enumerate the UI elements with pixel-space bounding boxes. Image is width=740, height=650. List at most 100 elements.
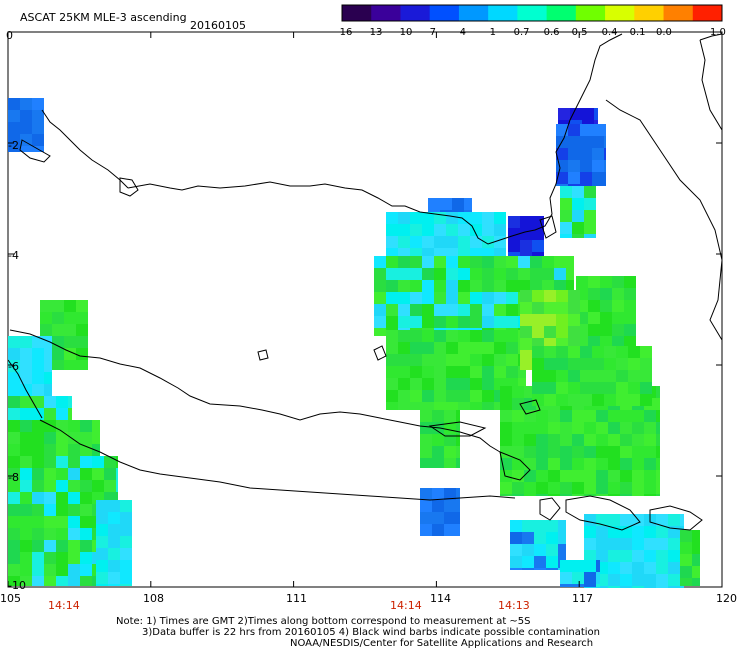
center-swath-cell bbox=[398, 402, 410, 410]
east-swath-cell bbox=[572, 222, 584, 234]
sumbawa-island bbox=[565, 495, 641, 531]
center-swath-cell bbox=[644, 434, 656, 446]
south-swath-cell bbox=[644, 586, 656, 588]
center-swath-cell bbox=[554, 256, 566, 268]
center-swath-cell bbox=[628, 382, 640, 394]
center-swath-cell bbox=[374, 304, 386, 316]
center-swath-cell bbox=[508, 240, 520, 252]
south-swath-cell bbox=[692, 578, 700, 586]
center-swath-cell bbox=[600, 312, 612, 324]
left-swath-cell bbox=[44, 348, 52, 360]
center-swath-cell bbox=[520, 240, 532, 252]
center-swath-cell bbox=[612, 336, 624, 346]
lat-tick-label: -4 bbox=[8, 249, 19, 262]
left-swath-cell bbox=[20, 420, 32, 432]
left-swath-cell bbox=[8, 360, 20, 372]
center-swath-cell bbox=[544, 290, 556, 302]
left-swath-cell bbox=[44, 456, 56, 468]
left-swath-cell bbox=[20, 408, 32, 420]
left-swath-cell bbox=[32, 456, 44, 468]
center-swath-cell bbox=[620, 422, 632, 434]
left-swath-cell bbox=[56, 504, 68, 516]
center-swath-cell bbox=[640, 346, 652, 358]
center-swath-cell bbox=[560, 410, 572, 422]
south-swath-cell bbox=[534, 568, 546, 570]
south-swath-cell bbox=[546, 568, 558, 570]
center-swath-cell bbox=[482, 366, 494, 378]
center-swath-cell bbox=[458, 256, 470, 268]
center-swath-cell bbox=[600, 324, 612, 336]
east-swath-cell bbox=[584, 222, 596, 234]
left-swath-cell bbox=[120, 536, 132, 548]
center-swath-cell bbox=[624, 288, 636, 300]
center-swath-cell bbox=[446, 390, 458, 402]
center-swath-cell bbox=[432, 434, 444, 446]
center-swath-cell bbox=[434, 342, 446, 354]
center-swath-cell bbox=[398, 330, 410, 342]
left-swath-cell bbox=[80, 540, 92, 552]
south-swath-cell bbox=[692, 554, 700, 566]
center-swath-cell bbox=[458, 304, 470, 316]
center-swath-cell bbox=[556, 302, 568, 314]
center-swath-cell bbox=[656, 494, 660, 496]
south-swath-cell bbox=[596, 538, 608, 550]
left-swath-cell bbox=[80, 456, 92, 468]
left-swath-cell bbox=[96, 584, 108, 586]
left-swath-cell bbox=[20, 528, 32, 540]
center-swath-cell bbox=[592, 382, 604, 394]
left-swath-cell bbox=[68, 432, 80, 444]
left-swath-cell bbox=[76, 348, 88, 360]
center-swath-cell bbox=[580, 382, 592, 394]
center-swath-cell bbox=[446, 256, 458, 268]
center-swath-cell bbox=[422, 366, 434, 378]
center-swath-cell bbox=[620, 434, 632, 446]
south-swath-cell bbox=[668, 574, 680, 586]
left-swath-cell bbox=[80, 432, 92, 444]
center-swath-cell bbox=[410, 316, 422, 328]
south-swath-cell bbox=[596, 526, 608, 538]
center-swath-cell bbox=[432, 410, 444, 422]
center-swath-cell bbox=[644, 410, 656, 422]
center-swath-cell bbox=[434, 402, 446, 410]
center-swath-cell bbox=[524, 446, 536, 458]
left-swath-cell bbox=[32, 564, 44, 576]
lat-tick-label: -6 bbox=[8, 360, 19, 373]
left-swath-cell bbox=[44, 408, 56, 420]
left-swath-cell bbox=[120, 548, 132, 560]
center-swath-cell bbox=[482, 236, 494, 248]
center-swath-cell bbox=[386, 212, 398, 224]
center-swath-cell bbox=[608, 446, 620, 458]
center-swath-cell bbox=[524, 470, 536, 482]
left-swath-cell bbox=[64, 336, 76, 348]
left-swath-cell bbox=[92, 420, 100, 432]
left-swath-cell bbox=[8, 384, 20, 396]
center-swath-cell bbox=[506, 316, 518, 328]
center-swath-cell bbox=[398, 316, 410, 328]
center-swath-cell bbox=[518, 256, 530, 268]
center-swath-cell bbox=[556, 290, 568, 302]
colorbar-label: -16 bbox=[336, 27, 353, 38]
center-swath-cell bbox=[532, 314, 544, 326]
left-swath-cell bbox=[68, 396, 72, 408]
center-swath-cell bbox=[482, 304, 494, 316]
left-swath-cell bbox=[56, 408, 68, 420]
center-swath-cell bbox=[520, 362, 532, 370]
colorbar-border bbox=[341, 4, 723, 22]
center-swath-cell bbox=[524, 494, 536, 496]
center-swath-cell bbox=[532, 228, 544, 240]
left-swath-cell bbox=[8, 408, 20, 420]
center-swath-cell bbox=[500, 422, 512, 434]
left-swath-cell bbox=[20, 552, 32, 564]
center-swath-cell bbox=[536, 458, 548, 470]
center-swath-cell bbox=[456, 410, 460, 422]
south-swath-cell bbox=[522, 568, 534, 570]
center-swath-cell bbox=[624, 276, 636, 288]
left-swath-cell bbox=[52, 300, 64, 312]
east-swath-cell bbox=[560, 210, 572, 222]
south-swath-cell bbox=[522, 544, 534, 556]
left-swath-cell bbox=[8, 540, 20, 552]
center-swath-cell bbox=[470, 268, 482, 280]
time-label: 14:13 bbox=[498, 599, 530, 612]
center-swath-cell bbox=[422, 292, 434, 304]
center-swath-cell bbox=[458, 292, 470, 304]
